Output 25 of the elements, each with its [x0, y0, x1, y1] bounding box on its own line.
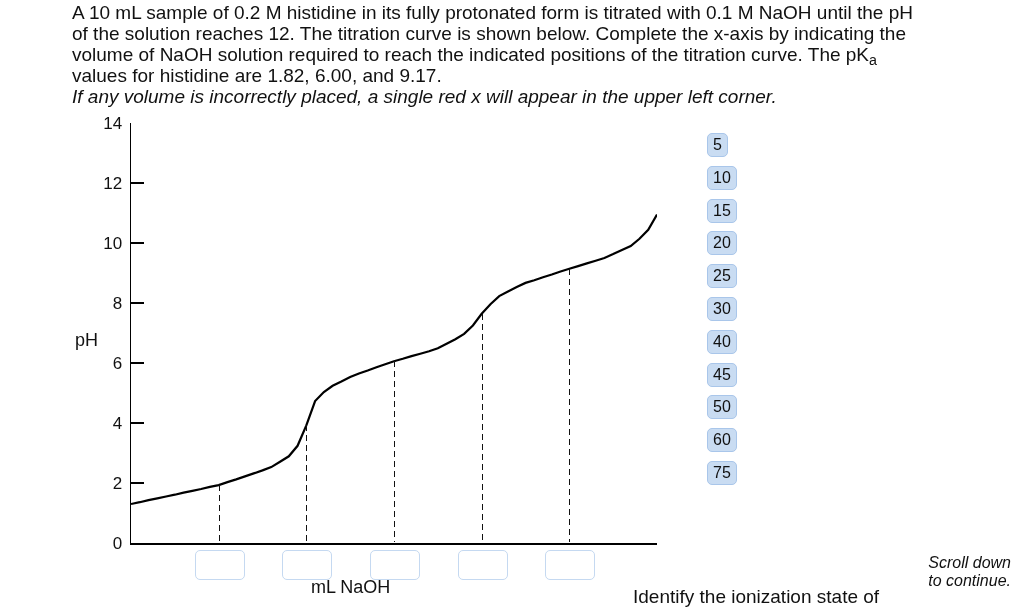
chart-title: A 10 mL sample of 0.2 M histidine in its fully protonated form is titrated with 0.1 M NaOH until the pH of the solution reaches 12. The titration curve is shown below. Complete the x-axis by indicating the volume of NaOH solution required to reach the indicated positions of the titration curve. The pK$_{a}$ values for histidine are 1.82, 6.00, and 9.17.: [72, 2, 913, 86]
answer-chip: 20: [707, 231, 737, 256]
y-tick-label: 0: [112, 533, 123, 553]
answer-chip: 30: [707, 297, 737, 321]
answer-chip: 75: [707, 461, 737, 485]
y-tick-label: 6: [112, 353, 123, 373]
y-tick-label: 12: [103, 173, 123, 193]
answer-chip: 50: [707, 395, 737, 420]
chart-subtitle: If any volume is incorrectly placed, a single red x will appear in the upper left corner.: [72, 86, 778, 107]
answer-chip: 5: [707, 133, 728, 157]
y-axis-title: pH: [75, 330, 99, 350]
y-tick-label: 14: [103, 113, 123, 133]
answer-chip: 60: [707, 428, 737, 453]
answer-chip: 25: [707, 264, 737, 289]
y-tick-label: 2: [112, 473, 123, 493]
y-tick-label: 4: [112, 413, 123, 433]
y-tick-label: 8: [112, 293, 123, 313]
text: Scroll down to continue.: [927, 554, 1011, 590]
text: Identify the ionization state of: [633, 586, 880, 607]
answer-chip: 45: [707, 362, 737, 387]
x-axis-title: mL NaOH: [311, 577, 391, 597]
answer-chip: 10: [707, 165, 737, 190]
answer-chip: 15: [707, 198, 737, 223]
y-tick-label: 10: [103, 233, 123, 253]
answer-chip: 40: [707, 329, 737, 354]
